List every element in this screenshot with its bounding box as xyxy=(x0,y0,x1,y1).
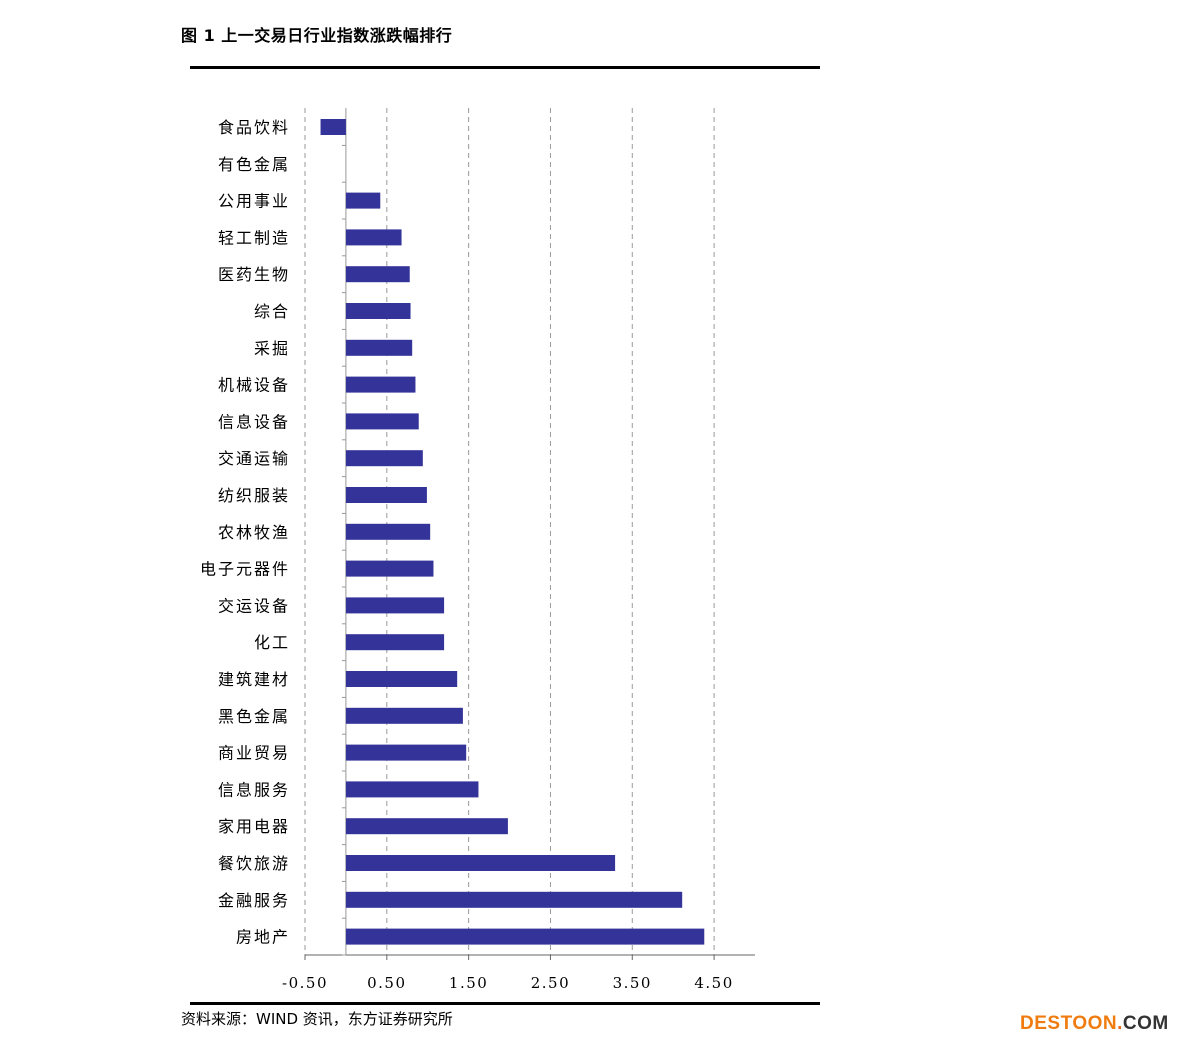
category-label: 化工 xyxy=(254,633,290,652)
bar xyxy=(345,229,402,246)
category-label: 医药生物 xyxy=(218,265,290,284)
bar xyxy=(320,119,346,135)
category-label: 建筑建材 xyxy=(218,670,290,689)
bar xyxy=(345,597,445,614)
bar xyxy=(345,266,410,283)
gridlines xyxy=(304,108,715,955)
bar xyxy=(345,744,467,761)
bar xyxy=(345,303,411,319)
bar xyxy=(345,855,616,871)
bar xyxy=(345,781,479,798)
category-label: 商业贸易 xyxy=(218,744,290,763)
bar xyxy=(345,376,416,393)
bar xyxy=(345,192,381,209)
x-tick-label: 4.50 xyxy=(694,974,733,992)
watermark-part2: . xyxy=(1117,1013,1123,1034)
source-note: 资料来源：WIND 资讯，东方证券研究所 xyxy=(181,1010,453,1028)
category-label: 纺织服装 xyxy=(218,486,290,505)
bar xyxy=(345,928,705,945)
category-labels: 食品饮料有色金属公用事业轻工制造医药生物综合采掘机械设备信息设备交通运输纺织服装… xyxy=(200,118,290,947)
bar xyxy=(345,818,508,835)
category-label: 餐饮旅游 xyxy=(218,854,290,873)
category-label: 交运设备 xyxy=(218,596,290,615)
x-tick-label: 1.50 xyxy=(449,974,488,992)
category-label: 黑色金属 xyxy=(218,707,290,726)
bar xyxy=(345,634,445,651)
category-label: 家用电器 xyxy=(218,817,290,836)
bar xyxy=(345,450,423,467)
category-label: 金融服务 xyxy=(218,891,290,910)
category-label: 交通运输 xyxy=(218,449,290,468)
category-label: 农林牧渔 xyxy=(218,523,290,542)
bars xyxy=(320,119,705,945)
category-label: 公用事业 xyxy=(218,192,290,211)
bar xyxy=(345,560,434,577)
bar xyxy=(345,707,463,724)
x-tick-labels: -0.50 0.50 1.50 2.50 3.50 4.50 xyxy=(282,974,733,992)
bar xyxy=(345,487,427,503)
top-rule xyxy=(190,66,820,69)
category-label: 食品饮料 xyxy=(218,118,290,137)
category-label: 机械设备 xyxy=(218,376,290,395)
x-tick-label: 0.50 xyxy=(367,974,406,992)
bottom-rule xyxy=(190,1002,820,1005)
bar xyxy=(345,523,431,540)
category-label: 房地产 xyxy=(236,928,290,947)
category-label: 综合 xyxy=(254,302,290,321)
bar xyxy=(345,339,413,356)
category-label: 信息服务 xyxy=(218,780,290,799)
x-tick-label: 2.50 xyxy=(531,974,570,992)
x-tick-label: -0.50 xyxy=(282,974,328,992)
bar xyxy=(345,413,419,430)
category-label: 信息设备 xyxy=(218,412,290,431)
watermark-part1: DESTOON xyxy=(1020,1013,1118,1034)
category-label: 有色金属 xyxy=(218,155,290,174)
chart-title: 图 1 上一交易日行业指数涨跌幅排行 xyxy=(181,26,453,45)
category-label: 电子元器件 xyxy=(200,560,290,579)
category-label: 轻工制造 xyxy=(218,228,290,247)
category-label: 采掘 xyxy=(254,339,290,358)
bar xyxy=(345,671,458,687)
watermark-part3: COM xyxy=(1122,1013,1169,1034)
x-tick-label: 3.50 xyxy=(613,974,652,992)
watermark-logo: DESTOON.COM xyxy=(1020,1013,1169,1035)
bar xyxy=(345,891,683,908)
